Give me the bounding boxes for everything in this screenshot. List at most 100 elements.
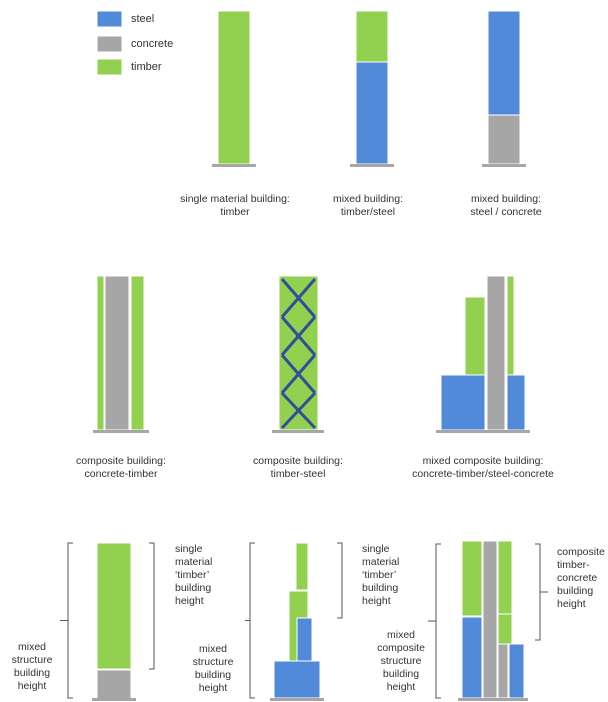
caption-line: timber-steel <box>270 468 326 480</box>
caption-line: single material building: <box>180 193 290 205</box>
steel-upper-section <box>487 10 521 116</box>
steel-lower-section <box>273 660 321 699</box>
height-label-a-mixed-structure: mixed structure building height <box>4 641 60 693</box>
label-line: timber- <box>557 559 590 571</box>
timber-panel-right <box>130 275 145 431</box>
label-line: height <box>386 681 416 693</box>
bracket-mixed-composite <box>428 543 441 699</box>
caption-timber-steel: mixed building: timber/steel <box>318 193 418 219</box>
concrete-lower-section <box>487 114 521 165</box>
label-line: building <box>194 669 232 681</box>
label-line: building <box>382 668 420 680</box>
ground-base <box>272 430 324 433</box>
timber-mid-right <box>497 613 513 645</box>
height-label-c-mixed-composite: mixed composite structure building heigh… <box>370 629 432 694</box>
label-line: single <box>362 543 390 555</box>
label-line: material <box>362 556 400 568</box>
steel-brace <box>280 316 317 356</box>
label-line: building <box>13 667 51 679</box>
caption-line: timber/steel <box>340 206 396 218</box>
height-label-b-single-timber: single material ‘timber’ building height <box>362 543 399 608</box>
caption-timber-only: single material building: timber <box>168 193 302 219</box>
bracket-mixed-structure <box>245 542 255 699</box>
caption-line: mixed composite building: <box>422 455 544 467</box>
legend-label-timber: timber <box>131 61 162 73</box>
caption-composite-timber-steel: composite building: timber-steel <box>240 455 356 481</box>
timber-top-section <box>295 542 309 591</box>
label-line: concrete <box>557 572 598 584</box>
legend-label-steel: steel <box>131 13 155 25</box>
height-label-c-composite: composite timber- concrete building heig… <box>557 546 605 611</box>
caption-line: mixed building: <box>470 193 542 205</box>
label-line: ‘timber’ <box>175 569 210 581</box>
label-line: height <box>175 595 204 607</box>
caption-mixed-composite: mixed composite building: concrete-timbe… <box>398 455 568 481</box>
ground-base <box>92 698 136 701</box>
steel-lower-left <box>461 616 483 699</box>
label-line: structure <box>192 656 234 668</box>
steel-lower-right <box>506 374 526 431</box>
caption-line: composite building: <box>76 455 166 467</box>
timber-upper-right <box>506 275 515 376</box>
label-line: height <box>362 595 391 607</box>
ground-base <box>270 698 324 701</box>
concrete-lower-section <box>96 669 132 700</box>
caption-line: mixed building: <box>332 193 404 205</box>
label-line: mixed <box>198 643 227 655</box>
timber-upper-left <box>461 540 483 617</box>
ground-base <box>436 430 530 433</box>
caption-line: steel / concrete <box>470 206 542 218</box>
caption-line: timber <box>220 206 250 218</box>
timber-upper-section <box>96 542 132 670</box>
label-line: height <box>17 680 47 692</box>
timber-panel-left <box>96 275 105 431</box>
legend-label-concrete: concrete <box>131 38 174 50</box>
timber-column <box>217 10 251 165</box>
caption-line: composite building: <box>253 455 343 467</box>
timber-upper-section <box>355 10 389 63</box>
ground-base <box>458 698 528 701</box>
ground-base <box>212 164 256 167</box>
concrete-lower-right <box>497 643 509 699</box>
label-line: ‘timber’ <box>362 569 397 581</box>
timber-upper-left <box>464 296 486 376</box>
ground-base <box>350 164 394 167</box>
steel-lower-right <box>508 643 525 699</box>
label-line: building <box>362 582 399 594</box>
ground-base <box>93 430 149 433</box>
label-line: mixed <box>386 629 415 641</box>
concrete-core <box>104 275 130 431</box>
label-line: structure <box>380 655 422 667</box>
label-line: structure <box>11 654 53 666</box>
ground-base <box>482 164 526 167</box>
bracket-composite <box>535 543 548 641</box>
label-line: height <box>557 598 586 610</box>
label-line: material <box>175 556 213 568</box>
steel-brace <box>280 391 317 430</box>
bracket-mixed-structure <box>60 542 73 699</box>
steel-brace <box>280 354 317 394</box>
legend-swatch-concrete <box>96 35 123 53</box>
label-line: mixed <box>17 641 46 653</box>
steel-lower-left <box>440 374 486 431</box>
timber-upper-right <box>497 540 513 615</box>
caption-line: concrete-timber/steel-concrete <box>412 468 554 480</box>
height-label-a-single-timber: single material ‘timber’ building height <box>175 543 212 608</box>
caption-composite-concrete-timber: composite building: concrete-timber <box>60 455 182 481</box>
caption-line: concrete-timber <box>84 468 158 480</box>
label-line: height <box>198 682 228 694</box>
legend-swatch-timber <box>96 58 123 76</box>
bracket-single-timber <box>337 542 343 619</box>
label-line: composite <box>377 642 425 654</box>
label-line: building <box>557 585 594 597</box>
label-line: single <box>175 543 203 555</box>
height-label-b-mixed-structure: mixed structure building height <box>183 643 243 695</box>
steel-brace <box>280 278 317 318</box>
label-line: building <box>175 582 212 594</box>
caption-steel-concrete: mixed building: steel / concrete <box>450 193 562 219</box>
legend-swatch-steel <box>96 10 123 28</box>
bracket-single-timber <box>149 542 155 670</box>
concrete-core <box>486 275 506 431</box>
